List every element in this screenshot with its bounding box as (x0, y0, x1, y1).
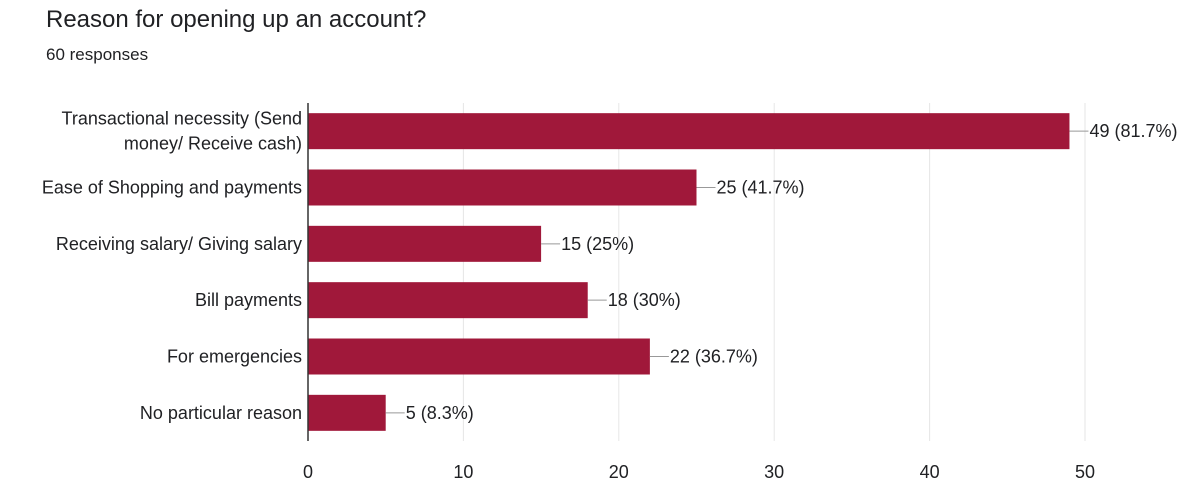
x-tick-label: 30 (764, 462, 784, 482)
bar (308, 225, 542, 262)
data-label: 49 (81.7%) (1089, 121, 1177, 141)
x-tick-label: 40 (920, 462, 940, 482)
response-count: 60 responses (46, 45, 149, 64)
x-tick-label: 50 (1075, 462, 1095, 482)
bar (308, 113, 1070, 150)
data-label: 5 (8.3%) (406, 403, 474, 423)
category-label: For emergencies (167, 347, 302, 367)
category-label: Ease of Shopping and payments (42, 178, 302, 198)
category-label: Receiving salary/ Giving salary (56, 234, 302, 254)
category-label: Bill payments (195, 290, 302, 310)
category-label: No particular reason (140, 403, 302, 423)
data-label: 15 (25%) (561, 234, 634, 254)
x-tick-label: 20 (609, 462, 629, 482)
x-tick-label: 10 (453, 462, 473, 482)
category-label: Transactional necessity (Send money/ Rece… (62, 109, 302, 154)
data-label: 18 (30%) (608, 290, 681, 310)
x-tick-label: 0 (303, 462, 313, 482)
bar (308, 338, 650, 375)
bar (308, 282, 588, 319)
chart-title: Reason for opening up an account? (46, 6, 427, 33)
bar (308, 169, 697, 206)
data-label: 25 (41.7%) (717, 178, 805, 198)
data-label: 22 (36.7%) (670, 347, 758, 367)
bar (308, 394, 386, 431)
